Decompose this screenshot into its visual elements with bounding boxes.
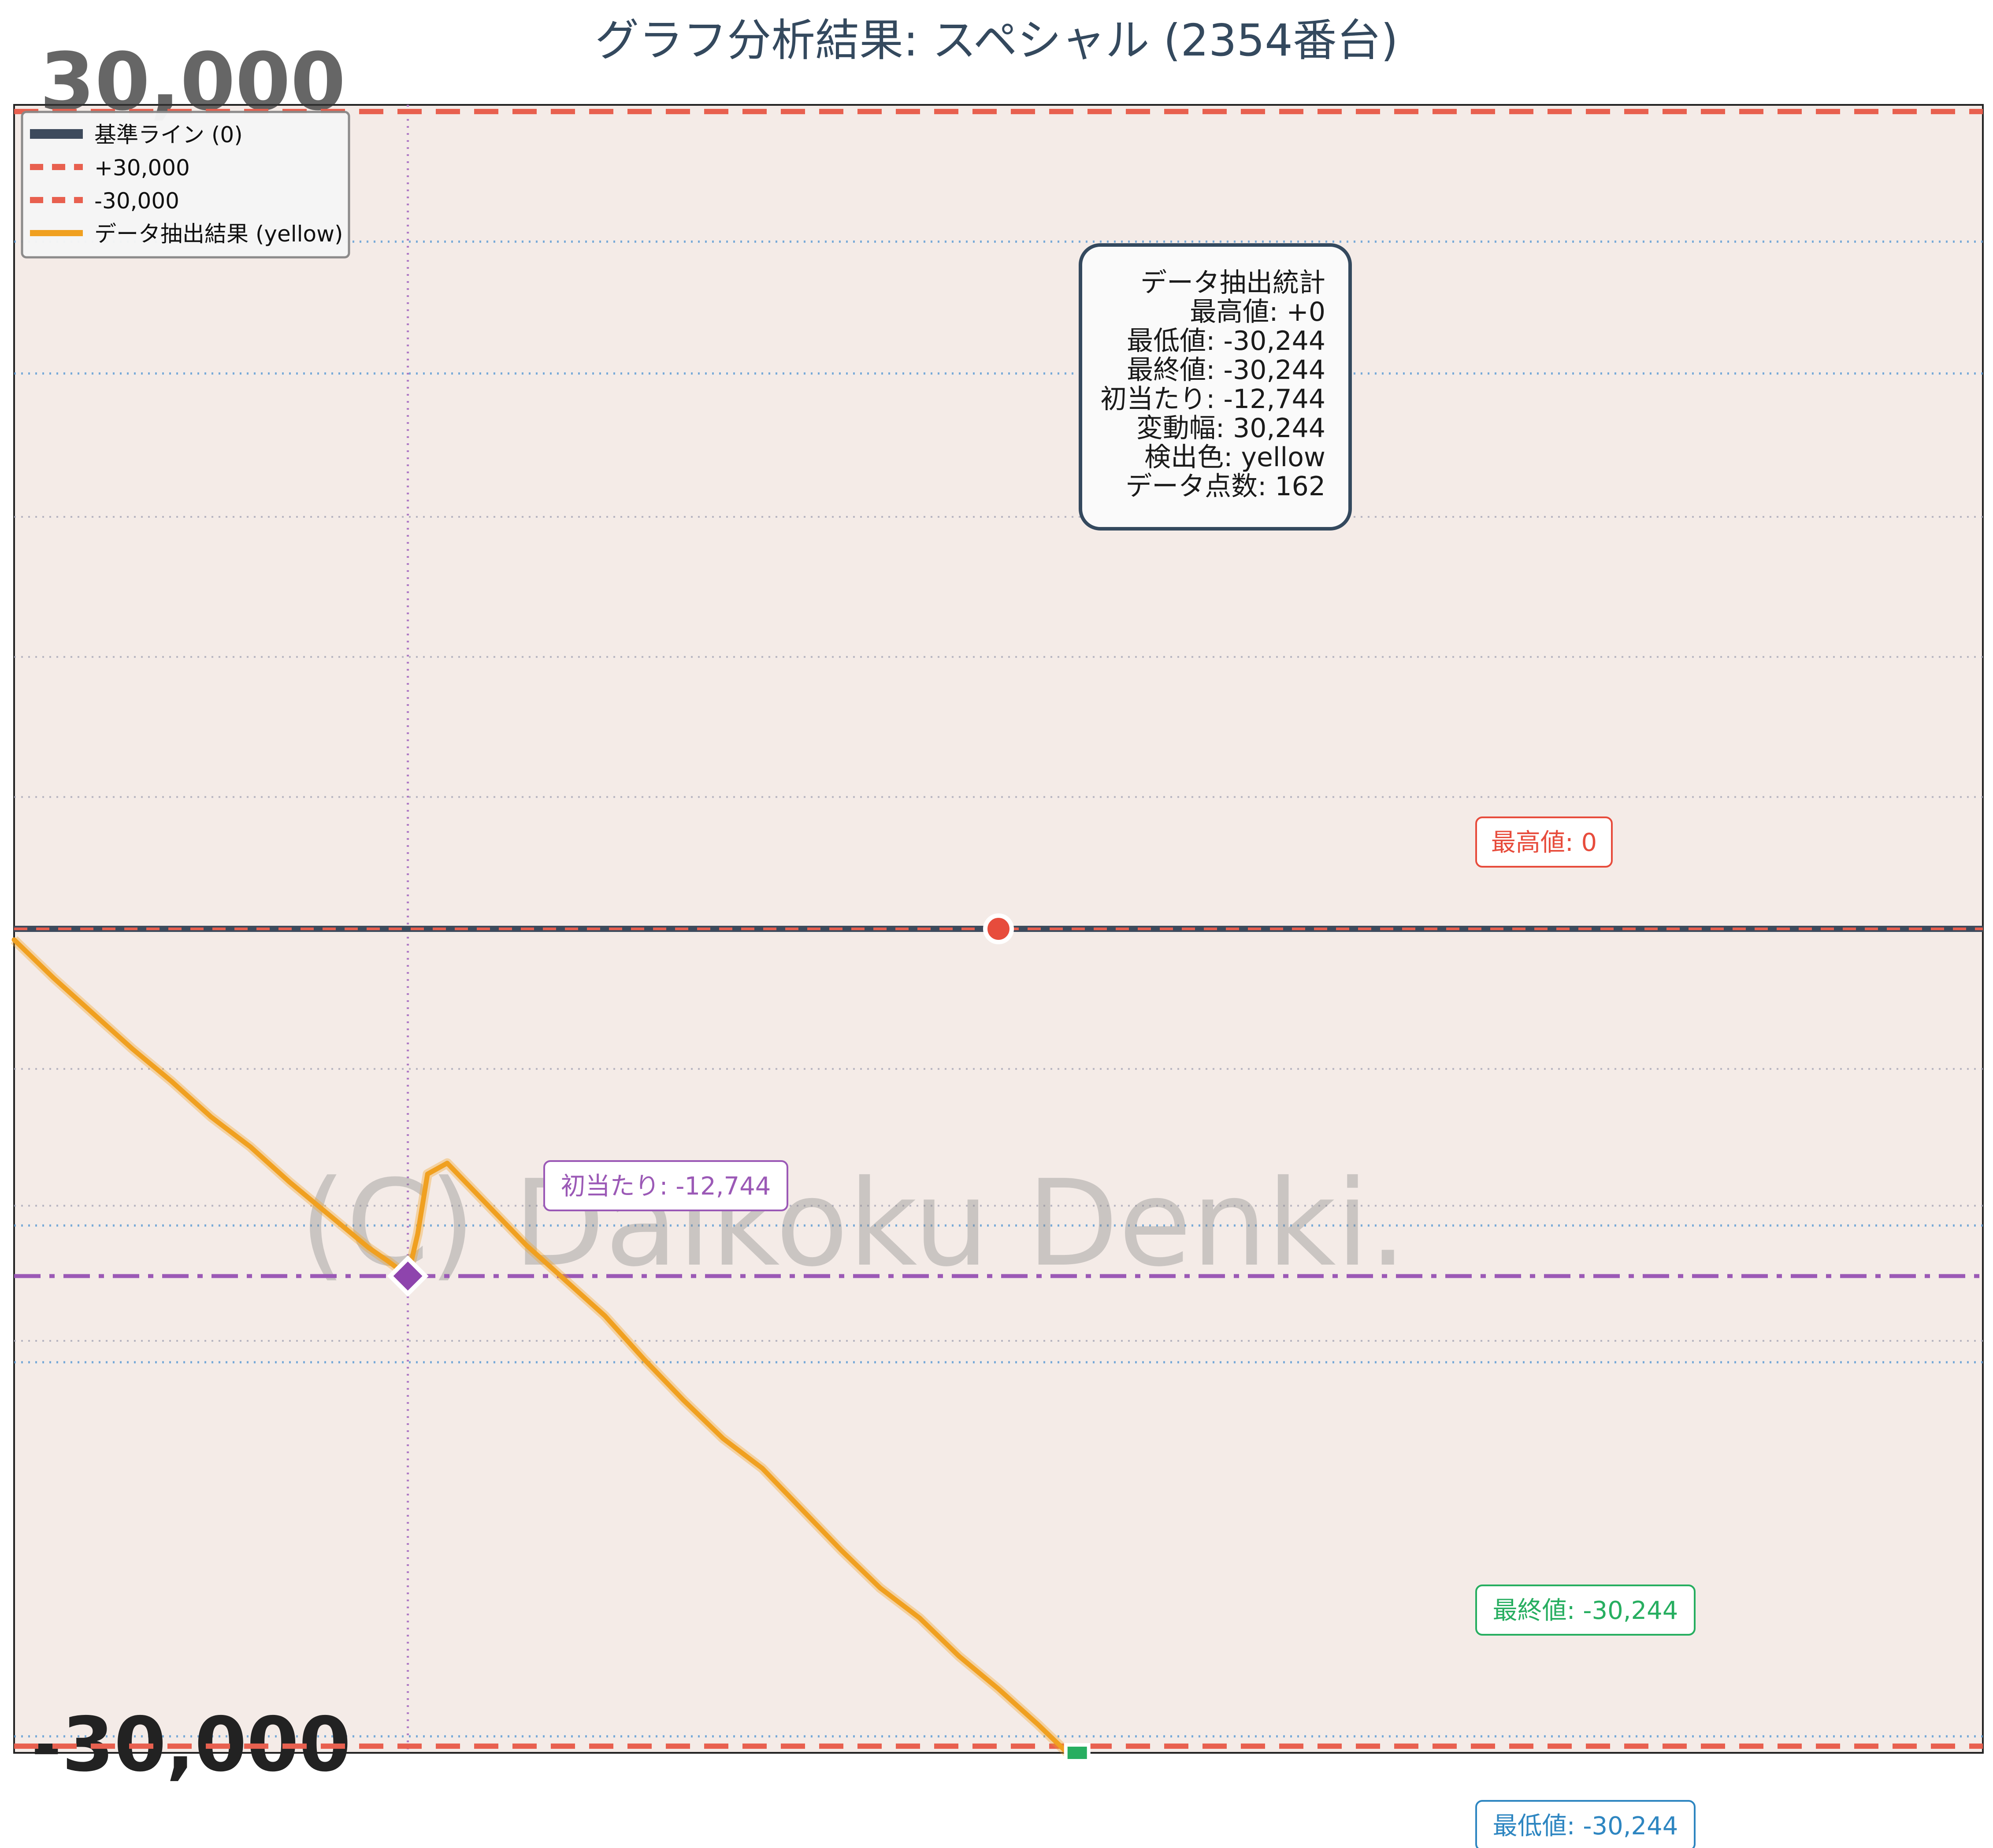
final-annotation-box — [1475, 1585, 1696, 1636]
final-annotation-label: 最終値: -30,244 — [1493, 1596, 1678, 1625]
series-point — [171, 1081, 172, 1082]
stats-line: 最高値: +0 — [1190, 297, 1325, 327]
series-point — [525, 1244, 527, 1246]
min-annotation: 最低値: -30,244 — [1475, 1800, 1696, 1848]
legend-label: 基準ライン (0) — [94, 122, 243, 148]
legend-label: -30,000 — [94, 188, 179, 214]
max-annotation: 最高値: 0 — [1475, 816, 1613, 868]
final-annotation: 最終値: -30,244 — [1475, 1585, 1696, 1636]
series-point — [565, 1280, 566, 1281]
stats-line: 検出色: yellow — [1144, 442, 1325, 473]
legend-label: +30,000 — [94, 155, 190, 181]
series-point — [840, 1549, 842, 1551]
stats-line: 変動幅: 30,244 — [1136, 413, 1325, 444]
min-annotation-label: 最低値: -30,244 — [1493, 1812, 1678, 1841]
series-point — [486, 1203, 487, 1205]
series-point — [801, 1508, 802, 1510]
stats-box-frame — [1079, 243, 1352, 531]
series-point — [328, 1214, 330, 1216]
series-point — [368, 1247, 369, 1248]
series-point — [683, 1399, 684, 1401]
first-hit-annotation-box — [543, 1160, 788, 1211]
page-title: グラフ分析結果: スペシャル (2354番台) — [595, 15, 1398, 66]
series-point — [998, 1688, 999, 1690]
max-marker — [983, 913, 1014, 944]
series-point — [53, 977, 54, 979]
min-marker — [1064, 1743, 1091, 1763]
max-annotation-box — [1475, 816, 1613, 868]
stats-line: 最低値: -30,244 — [1127, 326, 1325, 356]
series-point — [958, 1655, 960, 1657]
stats-line: 初当たり: -12,744 — [1100, 384, 1325, 415]
legend-label: データ抽出結果 (yellow) — [94, 221, 343, 247]
series-point — [14, 939, 15, 940]
series-point — [387, 1261, 389, 1262]
legend: 基準ライン (0) +30,000 -30,000 データ抽出結果 (yellow) — [21, 111, 350, 259]
stats-line: データ点数: 162 — [1125, 471, 1325, 502]
series-point — [446, 1162, 448, 1164]
stats-line: データ抽出統計 — [1140, 267, 1325, 298]
series-point — [132, 1048, 133, 1050]
min-annotation-box — [1475, 1800, 1696, 1848]
first-hit-annotation-label: 初当たり: -12,744 — [561, 1172, 771, 1201]
series-point — [427, 1173, 428, 1175]
series-point — [1037, 1724, 1039, 1725]
stats-line: 最終値: -30,244 — [1127, 355, 1325, 386]
series-point — [722, 1438, 724, 1439]
series-point — [289, 1182, 290, 1183]
series-point — [643, 1358, 645, 1360]
series-point — [604, 1315, 605, 1316]
max-annotation-label: 最高値: 0 — [1491, 828, 1597, 857]
series-point — [761, 1468, 763, 1469]
first-hit-annotation: 初当たり: -12,744 — [543, 1160, 788, 1211]
watermark: (C) Daikoku Denki. — [300, 1154, 1407, 1293]
legend-frame — [21, 111, 350, 259]
first-hit-marker — [387, 1255, 429, 1297]
series-point — [417, 1233, 418, 1235]
